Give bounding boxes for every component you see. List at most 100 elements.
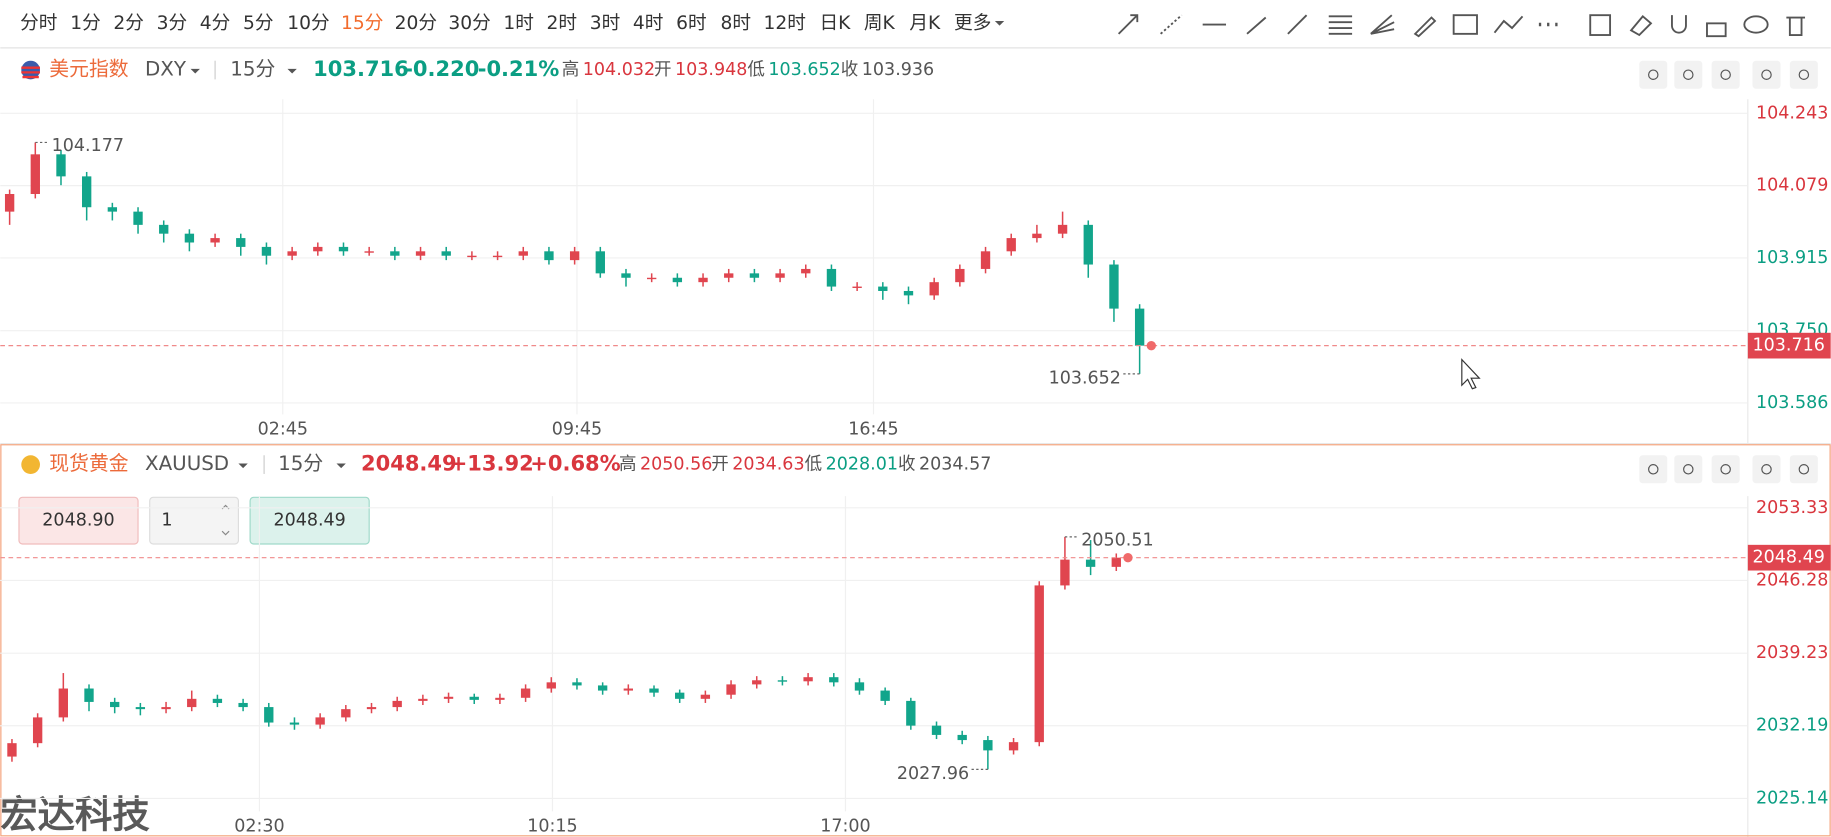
- tool-pen[interactable]: [1287, 14, 1308, 35]
- interval-tab[interactable]: 15分: [341, 13, 383, 34]
- tool-delete[interactable]: [1786, 16, 1806, 36]
- candle-body: [621, 273, 631, 278]
- interval-tab[interactable]: 1时: [503, 13, 534, 34]
- panel-button[interactable]: [1639, 60, 1668, 89]
- symbol-code[interactable]: XAUUSD: [145, 452, 229, 475]
- tool-pattern[interactable]: [1493, 15, 1524, 34]
- price-tag: [1747, 332, 1831, 359]
- panel-button-glyph: [1648, 69, 1659, 80]
- tool-visible[interactable]: [1743, 15, 1769, 34]
- tool-ray[interactable]: [1160, 14, 1183, 35]
- interval-tab[interactable]: 5分: [243, 13, 274, 34]
- interval-tab[interactable]: 12时: [764, 13, 806, 34]
- high-value: 104.032: [583, 60, 655, 80]
- panel-button-glyph: [1798, 69, 1810, 80]
- interval-tab[interactable]: 分时: [20, 13, 57, 34]
- panel-button[interactable]: [1752, 60, 1781, 89]
- interval[interactable]: 15分: [230, 58, 275, 81]
- low-label: 低: [747, 60, 765, 80]
- interval-tab[interactable]: 3分: [157, 13, 188, 34]
- interval-tab[interactable]: 4分: [200, 13, 231, 34]
- caret: [190, 68, 200, 74]
- candle-body: [58, 688, 68, 718]
- candle-body: [826, 268, 837, 287]
- interval-tab[interactable]: 8时: [720, 13, 751, 34]
- candle-body: [854, 682, 865, 691]
- candle-body: [906, 700, 916, 726]
- candle-body: [366, 707, 377, 710]
- interval-tab[interactable]: 20分: [395, 13, 437, 34]
- high-label: 高: [562, 60, 580, 80]
- candle-body: [546, 682, 556, 689]
- interval-tab[interactable]: 2时: [547, 13, 578, 34]
- tool-lock[interactable]: [1706, 22, 1727, 38]
- interval-tab[interactable]: 3时: [590, 13, 621, 34]
- tool-arrow[interactable]: [1117, 14, 1139, 35]
- panel-button[interactable]: [1711, 455, 1740, 484]
- panel-button[interactable]: [1789, 455, 1818, 484]
- candle-body: [595, 251, 605, 274]
- candle-body: [7, 743, 17, 757]
- tool-image[interactable]: [1452, 14, 1478, 35]
- max-label: 104.177: [52, 136, 124, 156]
- interval-tab[interactable]: 30分: [448, 13, 490, 34]
- candle-body: [931, 725, 942, 735]
- last-price: 103.716: [313, 56, 409, 81]
- panel-button[interactable]: [1674, 455, 1703, 484]
- close-value: 2034.57: [919, 455, 991, 475]
- interval-tab[interactable]: 日K: [820, 13, 852, 34]
- candle-body: [649, 688, 659, 693]
- panel-button[interactable]: [1789, 60, 1818, 89]
- tool-magnet[interactable]: [1671, 15, 1687, 34]
- tool-brush[interactable]: [1413, 16, 1437, 38]
- interval-tab[interactable]: 月K: [909, 13, 941, 34]
- candle-body: [313, 246, 323, 252]
- interval-tab[interactable]: 10分: [287, 13, 329, 34]
- panel-header: 现货黄金 XAUUSD 15分 2048.49 +13.92 +0.68% 高 …: [21, 451, 991, 476]
- interval-tab[interactable]: 4时: [633, 13, 664, 34]
- candle-body: [364, 251, 374, 253]
- interval[interactable]: 15分: [278, 452, 323, 475]
- tool-eraser[interactable]: [1629, 15, 1653, 37]
- symbol-code[interactable]: DXY: [145, 58, 187, 81]
- candle-body: [752, 680, 762, 685]
- caret: [336, 463, 346, 469]
- candle-body: [392, 700, 402, 708]
- tool-fan[interactable]: [1370, 14, 1395, 35]
- quantity[interactable]: 1: [161, 511, 172, 531]
- live-dot: [1123, 553, 1133, 563]
- tool-segment[interactable]: [1246, 16, 1267, 35]
- candle-body: [30, 154, 40, 195]
- symbol-name[interactable]: 美元指数: [49, 58, 128, 81]
- buy-price[interactable]: 2048.49: [273, 511, 345, 531]
- candle-body: [1085, 559, 1096, 567]
- candle-body: [1109, 264, 1119, 309]
- panel-button[interactable]: [1639, 455, 1668, 484]
- sell-price[interactable]: 2048.90: [42, 511, 114, 531]
- interval-tab[interactable]: 6时: [676, 13, 707, 34]
- panel-button[interactable]: [1711, 60, 1740, 89]
- candle-body: [957, 734, 967, 741]
- interval-tab[interactable]: 1分: [70, 13, 101, 34]
- sell-button[interactable]: [18, 496, 139, 545]
- candle-body: [726, 684, 736, 695]
- interval-tab[interactable]: 2分: [113, 13, 144, 34]
- panel-button[interactable]: [1752, 455, 1781, 484]
- candle-body: [1083, 224, 1093, 265]
- candle-body: [110, 701, 120, 708]
- tool-fib[interactable]: [1328, 15, 1353, 35]
- candle-body: [803, 677, 813, 682]
- candle-body: [338, 246, 349, 252]
- quantity-input[interactable]: [149, 496, 240, 545]
- candle-body: [32, 717, 43, 744]
- mouse-cursor: [1461, 358, 1481, 390]
- close-label: 收: [898, 455, 916, 475]
- interval-tab[interactable]: 更多: [954, 13, 991, 34]
- buy-button[interactable]: [249, 496, 370, 545]
- drawing-tools: [1117, 14, 1806, 38]
- symbol-name[interactable]: 现货黄金: [49, 452, 128, 475]
- panel-button[interactable]: [1674, 60, 1703, 89]
- tool-edit[interactable]: [1589, 14, 1612, 36]
- interval-tab[interactable]: 周K: [864, 13, 896, 34]
